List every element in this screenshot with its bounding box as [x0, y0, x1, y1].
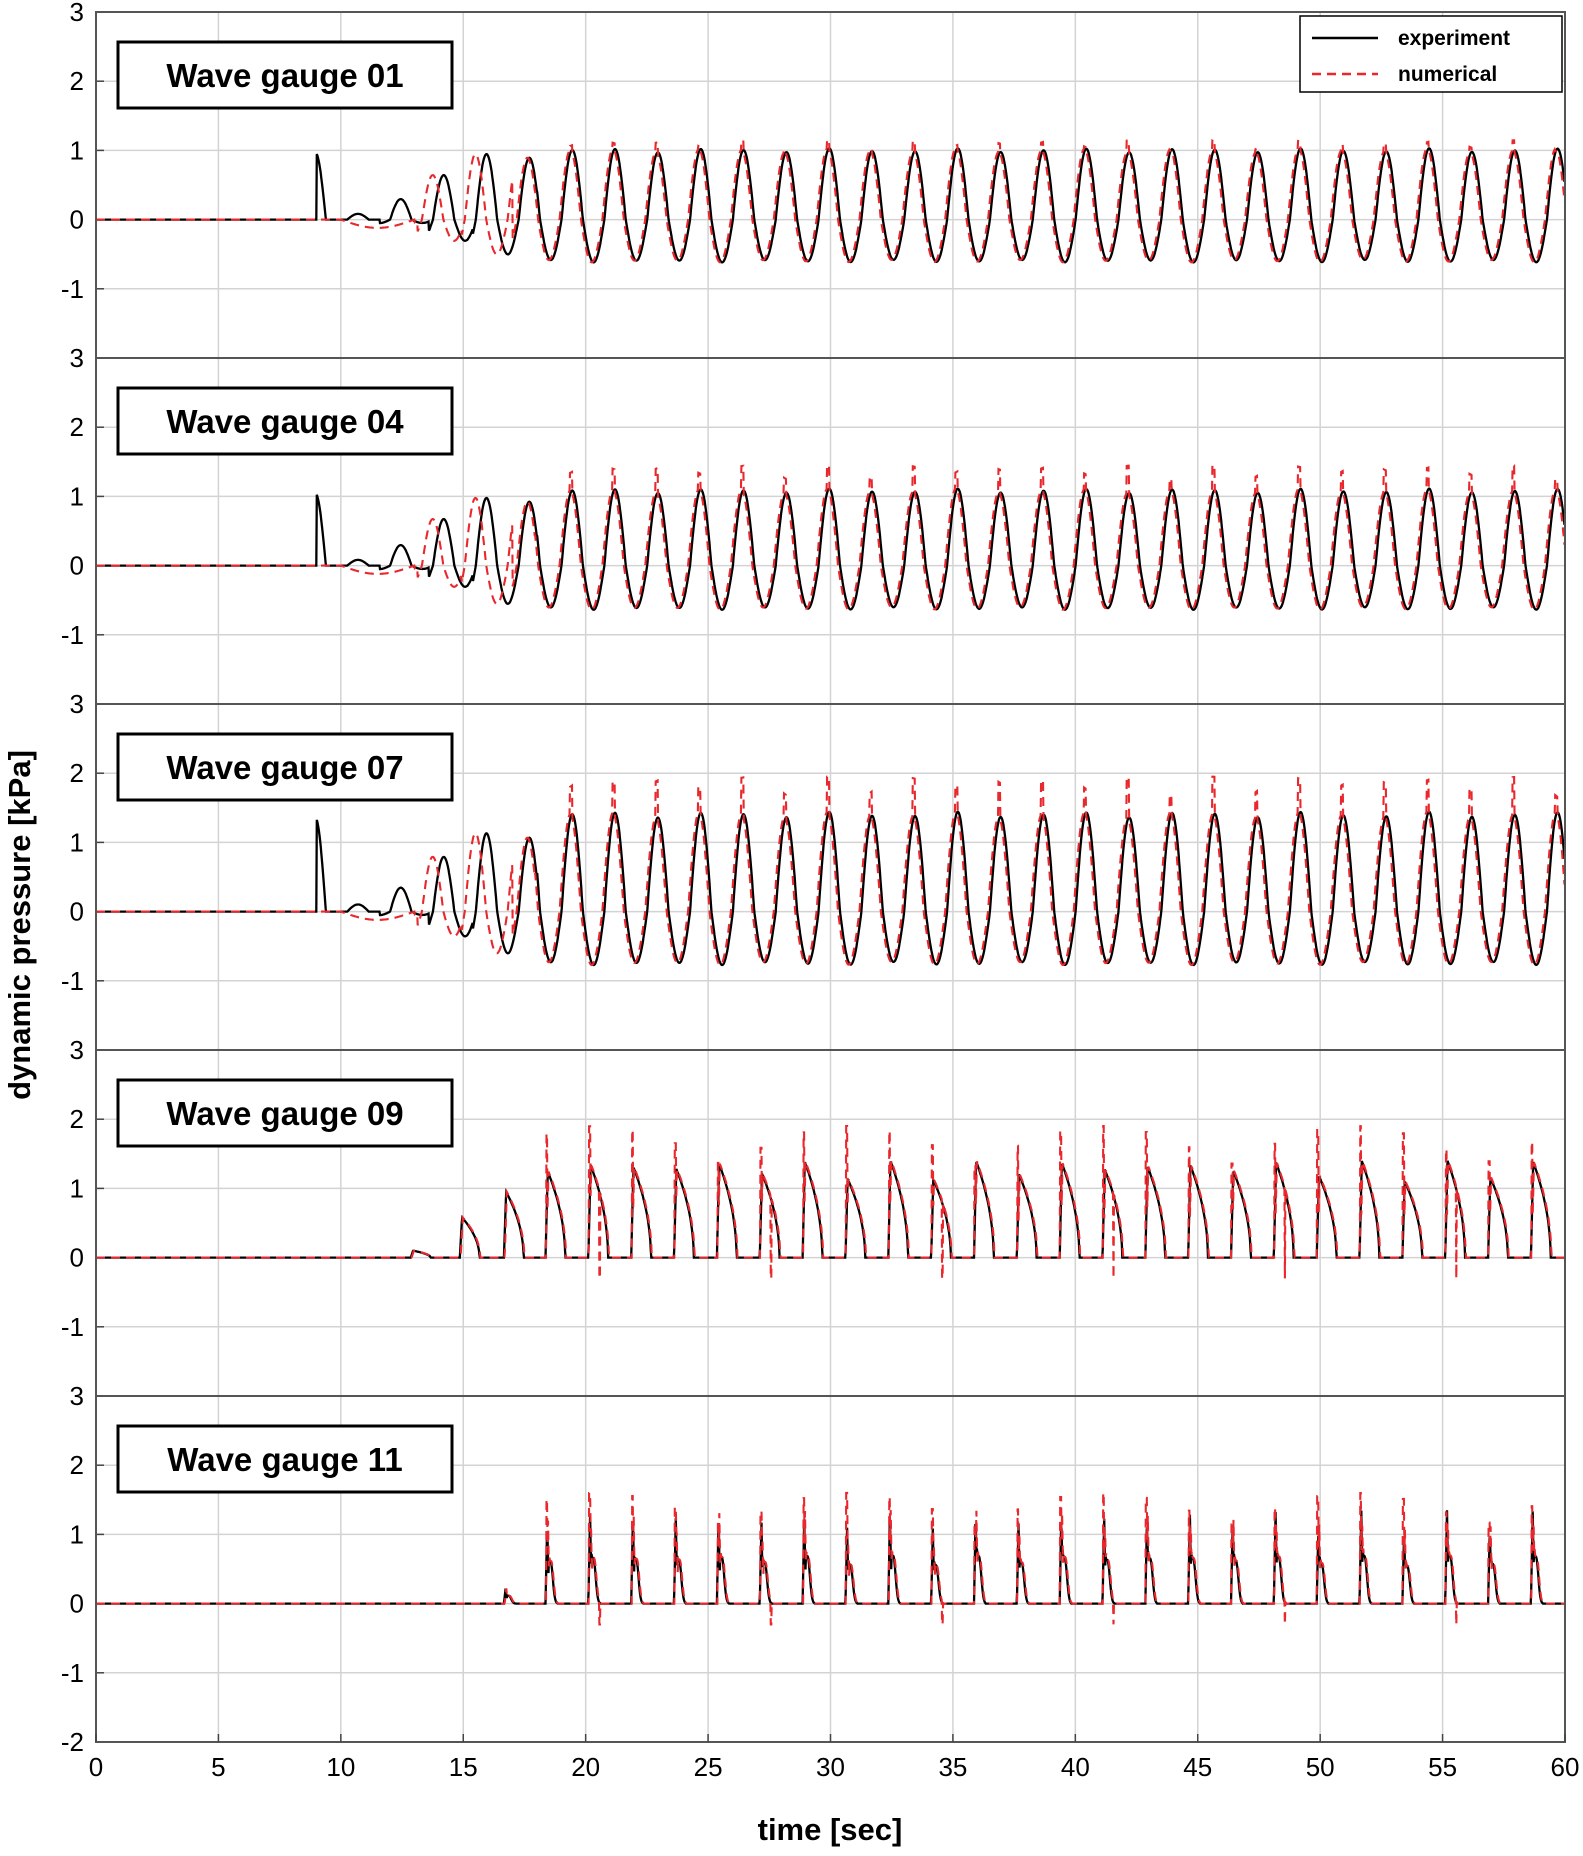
y-tick-label: 2	[70, 66, 84, 96]
panel-title-border	[116, 1078, 454, 1148]
y-tick-label: -1	[61, 966, 84, 996]
panel-title: Wave gauge 09	[166, 1095, 403, 1132]
panel-title-box: Wave gauge 07	[116, 732, 454, 802]
y-tick-label: 2	[70, 1104, 84, 1134]
y-tick-label: 0	[70, 897, 84, 927]
x-tick-label: 25	[694, 1752, 723, 1782]
y-tick-label: 1	[70, 135, 84, 165]
y-tick-label: 3	[70, 689, 84, 719]
y-axis-label: dynamic pressure [kPa]	[2, 750, 37, 1100]
y-tick-label: 0	[70, 551, 84, 581]
x-tick-label: 55	[1428, 1752, 1457, 1782]
panel-title: Wave gauge 01	[166, 57, 403, 94]
x-tick-label: 20	[571, 1752, 600, 1782]
panel-title-border	[116, 40, 454, 110]
y-tick-label: 1	[70, 827, 84, 857]
panel-title: Wave gauge 07	[166, 749, 403, 786]
panel-title: Wave gauge 04	[166, 403, 404, 440]
panel-title-box: Wave gauge 09	[116, 1078, 454, 1148]
panel-title-border	[116, 1424, 454, 1494]
x-axis: 0 5 10 15 20 25 30 35 40 45 50 55 60	[89, 1734, 1580, 1782]
y-tick-label: 0	[70, 1243, 84, 1273]
panel-5: 3 2 1 0 -1 -2 Wave gauge 11	[61, 1381, 1566, 1757]
panel-title-border	[116, 732, 454, 802]
x-tick-label: 30	[816, 1752, 845, 1782]
x-tick-label: 5	[211, 1752, 225, 1782]
legend-box	[1299, 15, 1563, 93]
legend-label-experiment: experiment	[1398, 27, 1510, 50]
y-tick-label: 3	[70, 0, 84, 27]
x-tick-label: 15	[449, 1752, 478, 1782]
panel-title-box: Wave gauge 11	[116, 1424, 454, 1494]
x-axis-label: time [sec]	[758, 1812, 903, 1847]
legend-label-numerical: numerical	[1398, 63, 1497, 86]
y-tick-label: -1	[61, 1312, 84, 1342]
y-tick-label: 2	[70, 758, 84, 788]
y-tick-label: 3	[70, 1381, 84, 1411]
panel-2: 3 2 1 0 -1 Wave gauge 04	[61, 343, 1566, 705]
y-tick-label: 1	[70, 481, 84, 511]
y-tick-label: 0	[70, 205, 84, 235]
x-tick-label: 40	[1061, 1752, 1090, 1782]
panel-title-border	[116, 386, 454, 456]
y-tick-label: -1	[61, 274, 84, 304]
x-tick-label: 35	[938, 1752, 967, 1782]
series-numerical	[96, 464, 1566, 611]
panel-title: Wave gauge 11	[167, 1441, 402, 1478]
y-tick-label: -2	[61, 1727, 84, 1757]
y-tick-label: 1	[70, 1519, 84, 1549]
x-tick-label: 45	[1183, 1752, 1212, 1782]
panel-3: 3 2 1 0 -1 Wave gauge 07	[61, 689, 1566, 1051]
y-tick-label: 3	[70, 1035, 84, 1065]
y-tick-label: -1	[61, 1658, 84, 1688]
series-numerical	[96, 1491, 1565, 1626]
y-tick-label: 0	[70, 1589, 84, 1619]
panel-title-box: Wave gauge 01	[116, 40, 454, 110]
panels: 3 2 1 0 -1 Wave gauge 01 3 2 1 0 -1 Wave gauge 04 3 2…	[61, 0, 1566, 1757]
series-numerical	[96, 138, 1566, 264]
series-numerical	[96, 1125, 1565, 1280]
series-numerical	[96, 775, 1566, 967]
panel-title-box: Wave gauge 04	[116, 386, 454, 456]
y-tick-label: 3	[70, 343, 84, 373]
y-tick-label: 2	[70, 1450, 84, 1480]
x-tick-label: 10	[326, 1752, 355, 1782]
y-tick-label: 1	[70, 1173, 84, 1203]
x-tick-label: 60	[1551, 1752, 1580, 1782]
x-tick-label: 0	[89, 1752, 103, 1782]
legend: experiment numerical	[1299, 15, 1563, 93]
x-tick-label: 50	[1306, 1752, 1335, 1782]
y-tick-label: 2	[70, 412, 84, 442]
y-tick-label: -1	[61, 620, 84, 650]
